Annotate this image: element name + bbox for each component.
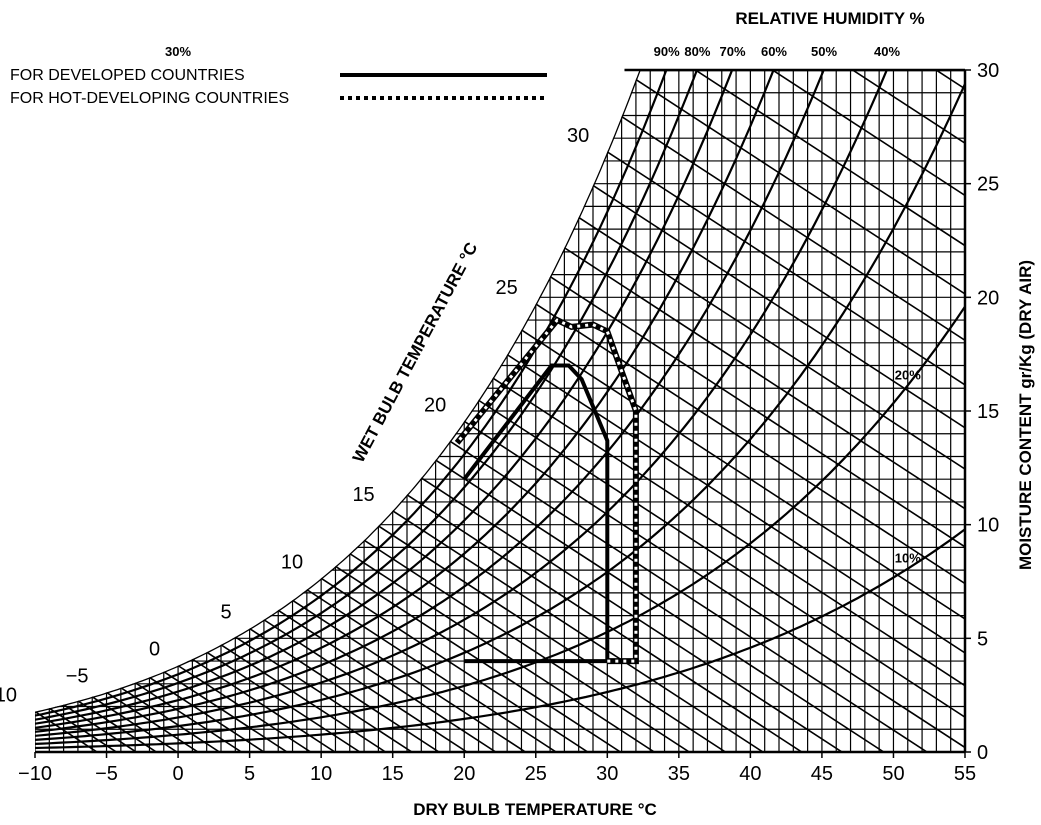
- grid-layer: [35, 70, 965, 752]
- wet-bulb-line: [206, 651, 361, 752]
- x-tick-label: −10: [18, 763, 52, 785]
- wet-bulb-line: [621, 115, 965, 752]
- wet-bulb-line: [320, 577, 589, 752]
- wet-bulb-tick-label: 0: [149, 639, 160, 661]
- wet-bulb-line: [392, 510, 764, 752]
- wet-bulb-line: [377, 525, 726, 752]
- wet-bulb-line: [463, 420, 965, 752]
- y-tick-label: 30: [977, 60, 999, 82]
- wet-bulb-line: [521, 329, 965, 752]
- rh-inner-label: 10%: [895, 551, 921, 566]
- y-axis-title: MOISTURE CONTENT gr/Kg (DRY AIR): [1016, 260, 1035, 570]
- x-tick-label: 5: [244, 763, 255, 785]
- wet-bulb-tick-label: 30: [567, 125, 589, 147]
- wet-bulb-line: [349, 552, 655, 752]
- wet-bulb-line: [678, 70, 965, 752]
- rh-curve: [35, 70, 709, 721]
- y-tick-label: 15: [977, 401, 999, 423]
- wet-bulb-line: [449, 440, 928, 752]
- x-tick-label: −5: [95, 763, 118, 785]
- wet-bulb-line: [363, 539, 690, 752]
- wet-bulb-line: [306, 588, 557, 752]
- x-tick-label: 40: [739, 763, 761, 785]
- rh-top-label: 90%: [654, 44, 680, 59]
- rh-curve: [35, 528, 965, 750]
- x-tick-label: 55: [954, 763, 976, 785]
- rh-curve: [35, 83, 965, 741]
- wet-bulb-line: [549, 275, 965, 752]
- x-axis-title: DRY BULB TEMPERATURE °C: [413, 800, 657, 819]
- wet-bulb-tick-label: 15: [352, 484, 374, 506]
- wet-bulb-line: [649, 70, 965, 752]
- wet-bulb-line: [478, 399, 965, 752]
- wet-bulb-tick-label: −10: [0, 685, 17, 707]
- axes: −10−50510152025303540455055051015202530−…: [0, 44, 999, 785]
- wet-bulb-line: [535, 303, 965, 752]
- wet-bulb-line: [249, 627, 440, 752]
- relative-humidity-curves: [35, 70, 965, 750]
- comfort-zones: [454, 316, 639, 665]
- legend-label-developed: FOR DEVELOPED COUNTRIES: [10, 67, 245, 84]
- y-tick-label: 25: [977, 174, 999, 196]
- wet-bulb-line: [435, 459, 885, 752]
- wet-bulb-tick-label: 5: [220, 602, 231, 624]
- x-tick-label: 15: [382, 763, 404, 785]
- rh-top-label: 40%: [874, 44, 900, 59]
- legend: FOR DEVELOPED COUNTRIES FOR HOT-DEVELOPI…: [10, 67, 547, 107]
- wet-bulb-tick-label: 10: [281, 551, 303, 573]
- rh-top-label: 50%: [811, 44, 837, 59]
- wet-bulb-line: [406, 494, 803, 752]
- rh-top-label: 60%: [761, 44, 787, 59]
- rh-inner-label: 20%: [895, 367, 921, 382]
- rh-curve: [35, 70, 838, 733]
- x-tick-label: 45: [811, 763, 833, 785]
- legend-label-hot-developing: FOR HOT-DEVELOPING COUNTRIES: [10, 90, 289, 107]
- wet-bulb-line: [635, 78, 965, 752]
- rh-curve: [35, 70, 680, 717]
- y-tick-label: 20: [977, 287, 999, 309]
- x-tick-label: 30: [596, 763, 618, 785]
- x-tick-label: 10: [310, 763, 332, 785]
- x-tick-label: 25: [525, 763, 547, 785]
- x-tick-label: 35: [668, 763, 690, 785]
- comfort-zone-hot-developing-backing: [454, 316, 639, 665]
- rh-top-label: 80%: [684, 44, 710, 59]
- y-tick-label: 0: [977, 742, 988, 764]
- y-tick-label: 10: [977, 515, 999, 537]
- wet-bulb-tick-label: −5: [66, 665, 89, 687]
- wet-bulb-line: [234, 636, 413, 752]
- rh-curve: [35, 305, 965, 745]
- wet-bulb-line: [606, 151, 965, 752]
- wet-bulb-line: [420, 477, 843, 752]
- rh-top-label: 30%: [165, 44, 191, 59]
- wet-bulb-tick-label: 25: [496, 277, 518, 299]
- rh-curve: [35, 70, 902, 737]
- rh-curve: [35, 70, 788, 729]
- rh-curve: [35, 70, 745, 725]
- labels: DRY BULB TEMPERATURE °C MOISTURE CONTENT…: [349, 9, 1035, 819]
- rh-axis-title: RELATIVE HUMIDITY %: [735, 9, 924, 28]
- x-tick-label: 0: [173, 763, 184, 785]
- wet-bulb-line: [664, 70, 965, 752]
- wet-bulb-line: [220, 644, 386, 752]
- x-tick-label: 50: [882, 763, 904, 785]
- y-tick-label: 5: [977, 628, 988, 650]
- wet-bulb-line: [578, 216, 965, 752]
- wet-bulb-line: [506, 353, 965, 752]
- wet-bulb-tick-label: 20: [424, 394, 446, 416]
- wet-bulb-line: [492, 377, 965, 752]
- wet-bulb-lines: [35, 70, 965, 752]
- wet-bulb-line: [263, 619, 468, 752]
- rh-top-label: 70%: [719, 44, 745, 59]
- x-tick-label: 20: [453, 763, 475, 785]
- wet-bulb-axis-title: WET BULB TEMPERATURE °C: [349, 239, 481, 465]
- saturation-curve: [35, 70, 965, 713]
- wet-bulb-line: [592, 184, 965, 752]
